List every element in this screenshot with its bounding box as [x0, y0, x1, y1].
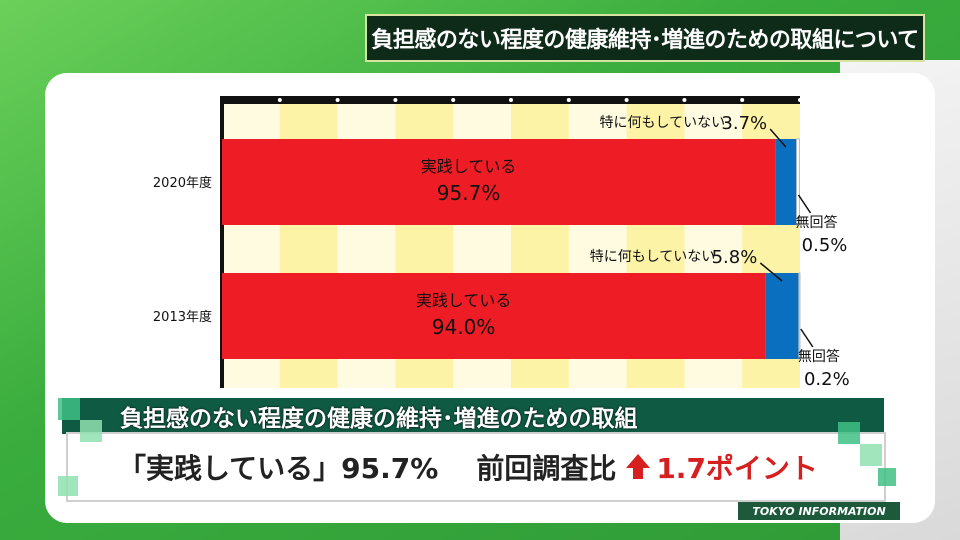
- label-no-answer: 無回答: [798, 348, 840, 365]
- decor-square: [838, 422, 860, 444]
- axis-tick-dot: [335, 98, 340, 102]
- leader-line-nothing: [769, 128, 787, 148]
- bar-practicing: [222, 139, 776, 225]
- bar-label-practicing: 実践している: [421, 157, 517, 176]
- category-label: 2020年度: [153, 175, 212, 191]
- value-nothing: 3.7%: [721, 113, 767, 134]
- lower-third-heading: 負担感のない程度の健康の維持･増進のための取組: [120, 406, 638, 432]
- lower-third-caption: 「実践している」95.7% 前回調査比 1.7ポイント: [66, 432, 886, 502]
- value-no-answer: 0.2%: [804, 369, 850, 390]
- arrow-up-icon: [626, 454, 651, 479]
- decor-square: [80, 420, 102, 442]
- bar-value-practicing: 95.7%: [437, 181, 501, 205]
- caption-compare: 前回調査比: [476, 452, 617, 485]
- decor-square: [58, 476, 78, 496]
- decor-square: [58, 398, 80, 420]
- lower-third-heading-bar: 負担感のない程度の健康の維持･増進のための取組: [62, 398, 884, 434]
- axis-tick-dot: [624, 98, 629, 102]
- value-no-answer: 0.5%: [802, 235, 848, 256]
- leader-line-nothing: [759, 262, 783, 282]
- leader-line-no-answer: [800, 328, 814, 348]
- caption-main: 「実践している」95.7%: [118, 452, 439, 485]
- axis-tick-dot: [393, 98, 398, 102]
- axis-tick-dot: [509, 98, 513, 102]
- decor-square: [878, 468, 896, 486]
- label-nothing: 特に何もしていない: [590, 249, 716, 265]
- axis-tick-dot: [682, 98, 687, 102]
- bar-practicing: [222, 273, 766, 359]
- category-label: 2013年度: [153, 309, 212, 325]
- axis-tick-dot: [798, 98, 802, 102]
- bar-no-answer: [798, 272, 801, 360]
- axis-tick-dot: [566, 98, 571, 102]
- title-banner: 負担感のない程度の健康維持･増進のための取組について: [365, 14, 925, 62]
- bar-label-practicing: 実践している: [416, 291, 512, 310]
- label-nothing: 特に何もしていない: [600, 115, 726, 131]
- caption-change: 1.7ポイント: [656, 452, 818, 485]
- bar-nothing: [775, 139, 797, 225]
- value-nothing: 5.8%: [712, 247, 758, 268]
- axis-tick-dot: [451, 98, 456, 102]
- y-axis-line: [220, 96, 224, 388]
- title-text: 負担感のない程度の健康維持･増進のための取組について: [371, 28, 919, 53]
- bar-no-answer: [796, 138, 800, 226]
- leader-line-no-answer: [797, 194, 812, 214]
- tokyo-information-badge: TOKYO INFORMATION: [738, 502, 900, 520]
- label-no-answer: 無回答: [796, 214, 838, 231]
- axis-tick-dot: [740, 98, 745, 102]
- axis-tick-dot: [277, 98, 282, 102]
- decor-square: [860, 444, 882, 466]
- bar-value-practicing: 94.0%: [432, 315, 496, 339]
- bar-nothing: [765, 273, 799, 359]
